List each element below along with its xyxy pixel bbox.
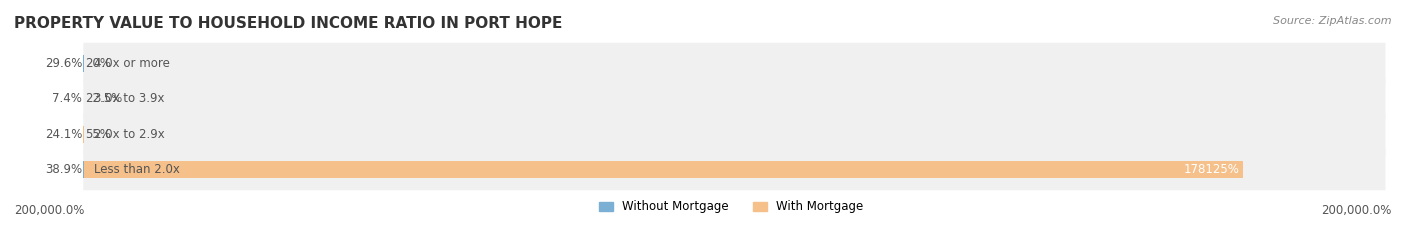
- Text: PROPERTY VALUE TO HOUSEHOLD INCOME RATIO IN PORT HOPE: PROPERTY VALUE TO HOUSEHOLD INCOME RATIO…: [14, 16, 562, 31]
- Bar: [83, 161, 1243, 178]
- Text: 4.0x or more: 4.0x or more: [94, 57, 170, 70]
- Text: 38.9%: 38.9%: [45, 163, 82, 176]
- FancyBboxPatch shape: [83, 149, 1385, 190]
- FancyBboxPatch shape: [83, 114, 1385, 155]
- Text: Less than 2.0x: Less than 2.0x: [94, 163, 180, 176]
- Text: 22.5%: 22.5%: [84, 92, 122, 105]
- Text: 200,000.0%: 200,000.0%: [14, 204, 84, 217]
- Text: 29.6%: 29.6%: [45, 57, 82, 70]
- Text: 2.0x to 2.9x: 2.0x to 2.9x: [94, 128, 165, 141]
- Text: Source: ZipAtlas.com: Source: ZipAtlas.com: [1274, 16, 1392, 26]
- Text: 3.0x to 3.9x: 3.0x to 3.9x: [94, 92, 165, 105]
- FancyBboxPatch shape: [83, 43, 1385, 84]
- Text: 200,000.0%: 200,000.0%: [1322, 204, 1392, 217]
- Text: 24.1%: 24.1%: [45, 128, 82, 141]
- Text: 55%: 55%: [84, 128, 111, 141]
- Legend: Without Mortgage, With Mortgage: Without Mortgage, With Mortgage: [595, 195, 868, 218]
- Text: 178125%: 178125%: [1184, 163, 1240, 176]
- FancyBboxPatch shape: [83, 78, 1385, 119]
- Text: 20%: 20%: [84, 57, 111, 70]
- Text: 7.4%: 7.4%: [52, 92, 82, 105]
